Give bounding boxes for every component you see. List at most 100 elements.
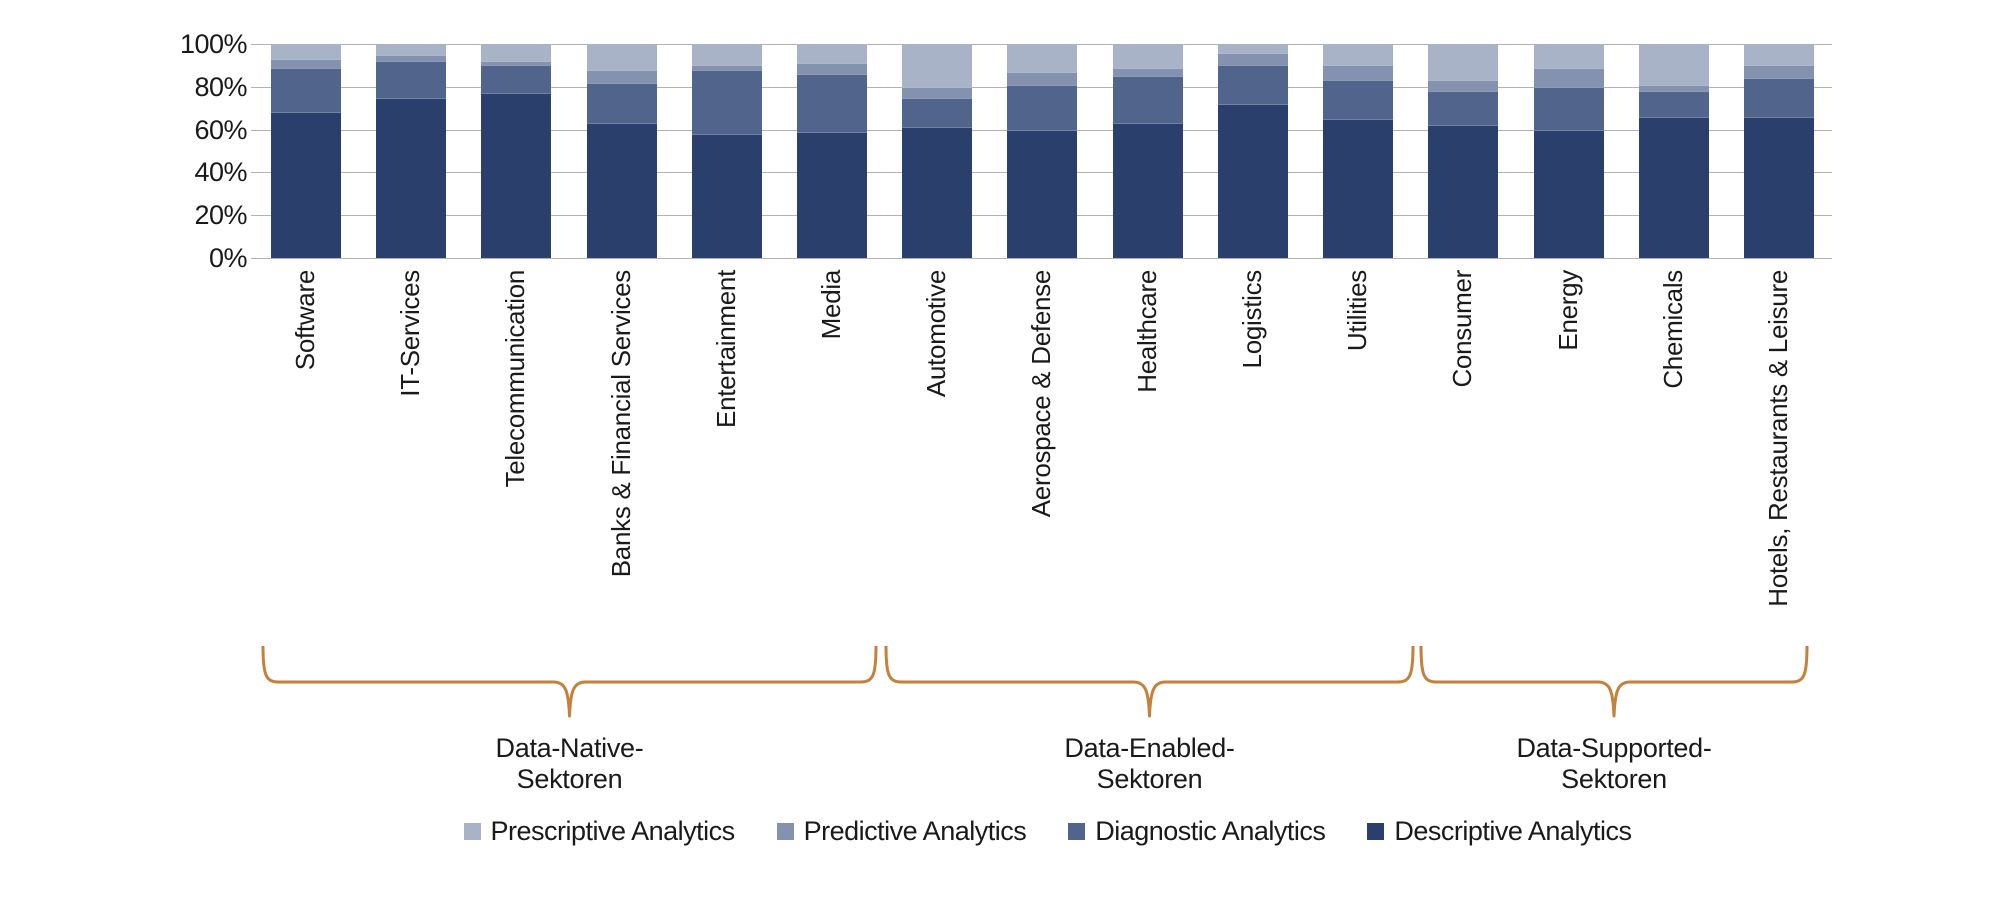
group-label-data-native-sektoren: Data-Native- Sektoren bbox=[495, 733, 644, 794]
segment-diagnostic-analytics-telecommunication bbox=[481, 65, 552, 94]
segment-prescriptive-analytics-consumer bbox=[1428, 44, 1499, 81]
group-label-data-enabled-sektoren: Data-Enabled- Sektoren bbox=[1064, 733, 1235, 794]
segment-descriptive-analytics-telecommunication bbox=[481, 93, 552, 258]
bar-it-services bbox=[376, 44, 447, 258]
segment-descriptive-analytics-healthcare bbox=[1112, 123, 1183, 258]
segment-prescriptive-analytics-hotels-restaurants-leisure bbox=[1743, 44, 1814, 66]
bar-hotels-restaurants-leisure bbox=[1743, 44, 1814, 258]
bar-consumer bbox=[1428, 44, 1499, 258]
segment-predictive-analytics-it-services bbox=[376, 54, 447, 62]
segment-diagnostic-analytics-utilities bbox=[1323, 80, 1394, 119]
bar-energy bbox=[1533, 44, 1604, 258]
bar-aerospace-defense bbox=[1007, 44, 1078, 258]
x-label-consumer: Consumer bbox=[1447, 270, 1478, 388]
x-label-utilities: Utilities bbox=[1342, 270, 1373, 352]
segment-descriptive-analytics-chemicals bbox=[1638, 116, 1709, 258]
segment-diagnostic-analytics-chemicals bbox=[1638, 91, 1709, 117]
y-tick-label-0: 0% bbox=[208, 243, 248, 273]
segment-predictive-analytics-energy bbox=[1533, 67, 1604, 87]
bar-logistics bbox=[1217, 44, 1288, 258]
group-label-data-supported-sektoren: Data-Supported- Sektoren bbox=[1516, 733, 1712, 794]
bar-telecommunication bbox=[481, 44, 552, 258]
segment-predictive-analytics-utilities bbox=[1323, 65, 1394, 81]
x-label-entertainment: Entertainment bbox=[710, 270, 741, 428]
y-tick-label-20: 20% bbox=[194, 200, 247, 231]
segment-diagnostic-analytics-banks-financial-services bbox=[586, 82, 657, 124]
legend-item-prescriptive-analytics: Prescriptive Analytics bbox=[463, 816, 736, 847]
segment-diagnostic-analytics-entertainment bbox=[691, 69, 762, 134]
segment-prescriptive-analytics-it-services bbox=[376, 44, 447, 55]
legend-swatch-prescriptive-analytics bbox=[463, 823, 481, 840]
segment-descriptive-analytics-aerospace-defense bbox=[1007, 129, 1078, 258]
segment-predictive-analytics-healthcare bbox=[1112, 67, 1183, 77]
segment-diagnostic-analytics-consumer bbox=[1428, 91, 1499, 126]
segment-descriptive-analytics-entertainment bbox=[691, 133, 762, 258]
legend-item-descriptive-analytics: Descriptive Analytics bbox=[1367, 816, 1632, 847]
gridline-0 bbox=[251, 258, 1832, 259]
y-tick-label-60: 60% bbox=[194, 114, 247, 145]
x-label-energy: Energy bbox=[1552, 270, 1583, 351]
segment-prescriptive-analytics-chemicals bbox=[1638, 44, 1709, 85]
x-label-it-services: IT-Services bbox=[395, 270, 426, 397]
x-label-aerospace-defense: Aerospace & Defense bbox=[1026, 270, 1057, 518]
segment-predictive-analytics-media bbox=[797, 63, 868, 74]
segment-descriptive-analytics-it-services bbox=[376, 97, 447, 258]
segment-diagnostic-analytics-healthcare bbox=[1112, 76, 1183, 124]
segment-descriptive-analytics-automotive bbox=[902, 127, 973, 258]
segment-descriptive-analytics-media bbox=[797, 131, 868, 258]
segment-diagnostic-analytics-aerospace-defense bbox=[1007, 84, 1078, 130]
segment-predictive-analytics-chemicals bbox=[1638, 84, 1709, 92]
brace-data-enabled-sektoren bbox=[884, 645, 1415, 718]
bar-healthcare bbox=[1112, 44, 1183, 258]
legend-text-predictive-analytics: Predictive Analytics bbox=[803, 816, 1027, 846]
segment-diagnostic-analytics-it-services bbox=[376, 61, 447, 98]
segment-descriptive-analytics-hotels-restaurants-leisure bbox=[1743, 116, 1814, 258]
segment-predictive-analytics-logistics bbox=[1217, 52, 1288, 66]
segment-prescriptive-analytics-energy bbox=[1533, 44, 1604, 68]
segment-predictive-analytics-telecommunication bbox=[481, 61, 552, 66]
segment-prescriptive-analytics-telecommunication bbox=[481, 44, 552, 62]
x-label-healthcare: Healthcare bbox=[1131, 270, 1162, 393]
bar-chemicals bbox=[1638, 44, 1709, 258]
bar-utilities bbox=[1323, 44, 1394, 258]
segment-descriptive-analytics-software bbox=[271, 112, 341, 258]
y-tick-label-40: 40% bbox=[194, 157, 247, 188]
segment-descriptive-analytics-consumer bbox=[1428, 125, 1499, 258]
brace-data-supported-sektoren bbox=[1419, 645, 1809, 718]
x-label-hotels-restaurants-leisure: Hotels, Restaurants & Leisure bbox=[1762, 270, 1793, 607]
segment-diagnostic-analytics-logistics bbox=[1217, 65, 1288, 104]
legend: Prescriptive Analytics Predictive Analyti… bbox=[263, 816, 1832, 847]
segment-prescriptive-analytics-banks-financial-services bbox=[586, 44, 657, 70]
segment-descriptive-analytics-logistics bbox=[1217, 103, 1288, 258]
x-label-logistics: Logistics bbox=[1236, 270, 1267, 369]
y-tick-label-100: 100% bbox=[179, 29, 248, 59]
segment-prescriptive-analytics-healthcare bbox=[1112, 44, 1183, 68]
bar-banks-financial-services bbox=[586, 44, 657, 258]
segment-diagnostic-analytics-energy bbox=[1533, 86, 1604, 130]
x-label-chemicals: Chemicals bbox=[1657, 270, 1688, 389]
segment-diagnostic-analytics-automotive bbox=[902, 97, 973, 128]
segment-diagnostic-analytics-media bbox=[797, 73, 868, 132]
segment-predictive-analytics-aerospace-defense bbox=[1007, 71, 1078, 85]
legend-text-prescriptive-analytics: Prescriptive Analytics bbox=[490, 816, 736, 846]
bar-automotive bbox=[902, 44, 973, 258]
legend-swatch-diagnostic-analytics bbox=[1068, 823, 1086, 840]
segment-predictive-analytics-consumer bbox=[1428, 80, 1499, 92]
legend-swatch-descriptive-analytics bbox=[1367, 823, 1385, 840]
x-label-telecommunication: Telecommunication bbox=[500, 270, 531, 488]
x-label-banks-financial-services: Banks & Financial Services bbox=[605, 270, 636, 578]
segment-descriptive-analytics-energy bbox=[1533, 129, 1604, 258]
segment-predictive-analytics-banks-financial-services bbox=[586, 69, 657, 83]
segment-prescriptive-analytics-software bbox=[271, 44, 341, 59]
segment-prescriptive-analytics-entertainment bbox=[691, 44, 762, 66]
segment-prescriptive-analytics-aerospace-defense bbox=[1007, 44, 1078, 72]
legend-text-diagnostic-analytics: Diagnostic Analytics bbox=[1095, 816, 1326, 846]
segment-predictive-analytics-automotive bbox=[902, 86, 973, 98]
legend-item-diagnostic-analytics: Diagnostic Analytics bbox=[1068, 816, 1326, 847]
segment-prescriptive-analytics-logistics bbox=[1217, 44, 1288, 53]
segment-prescriptive-analytics-utilities bbox=[1323, 44, 1394, 66]
legend-swatch-predictive-analytics bbox=[776, 823, 794, 840]
x-label-automotive: Automotive bbox=[921, 270, 952, 398]
segment-descriptive-analytics-banks-financial-services bbox=[586, 123, 657, 258]
